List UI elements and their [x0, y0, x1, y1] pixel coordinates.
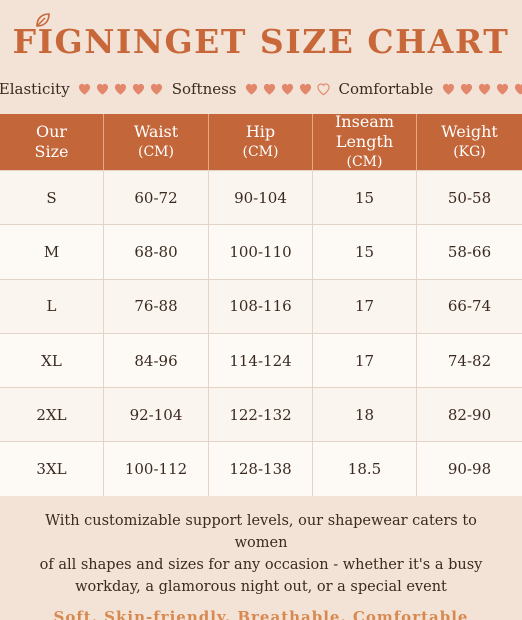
heart-filled-icon	[79, 83, 91, 95]
cell-size: 3XL	[0, 442, 104, 496]
table-row: S 60-72 90-104 15 50-58	[0, 170, 522, 225]
table-row: 3XL 100-112 128-138 18.5 90-98	[0, 441, 522, 496]
cell-inseam: 15	[313, 171, 417, 225]
cell-waist: 68-80	[104, 225, 209, 279]
cell-hip: 122-132	[209, 388, 313, 442]
heart-filled-icon	[151, 83, 163, 95]
column-header-waist: Waist (CM)	[104, 114, 209, 170]
description-line: With customizable support levels, our sh…	[45, 513, 477, 551]
heart-filled-icon	[496, 83, 508, 95]
cell-size: XL	[0, 333, 104, 388]
cell-waist: 100-112	[104, 442, 209, 496]
heart-filled-icon	[97, 83, 109, 95]
table-row: 2XL 92-104 122-132 18 82-90	[0, 387, 522, 442]
column-header-inseam: Inseam Length (CM)	[313, 112, 417, 170]
feature-ratings: Elasticity Softness Comfortable	[0, 78, 522, 100]
cell-waist: 76-88	[104, 279, 209, 333]
comfortable-rating	[439, 83, 522, 96]
cell-inseam: 18.5	[313, 442, 417, 496]
cell-size: M	[0, 225, 104, 279]
cell-weight: 58-66	[447, 242, 492, 261]
header: FIGNINGET SIZE CHART Elasticity Softness…	[0, 0, 522, 114]
cell-hip: 90-104	[209, 171, 313, 225]
cell-weight: 50-58	[447, 188, 492, 207]
brand-title: FIGNINGET SIZE CHART	[12, 22, 510, 61]
size-table: Our Size Waist (CM) Hip (CM) Inseam Leng…	[0, 112, 522, 496]
cell-weight: 82-90	[447, 405, 492, 424]
cell-waist: 60-72	[104, 171, 209, 225]
cell-size: 2XL	[0, 388, 104, 442]
cell-inseam: 15	[313, 225, 417, 279]
cell-size: L	[0, 279, 104, 333]
cell-weight: 66-74	[447, 297, 492, 316]
description: With customizable support levels, our sh…	[0, 510, 522, 598]
cell-waist: 84-96	[104, 333, 209, 388]
heart-filled-icon	[299, 83, 312, 95]
softness-rating	[243, 82, 333, 96]
cell-weight: 74-82	[447, 351, 492, 370]
cell-inseam: 17	[313, 333, 417, 388]
table-row: XL 84-96 114-124 17 74-82	[0, 332, 522, 388]
cell-hip: 108-116	[209, 279, 313, 333]
table-row: M 68-80 100-110 15 58-66	[0, 224, 522, 279]
column-header-size: Our Size	[0, 114, 104, 170]
cell-hip: 100-110	[209, 225, 313, 279]
table-header: Our Size Waist (CM) Hip (CM) Inseam Leng…	[0, 112, 522, 170]
heart-filled-icon	[281, 83, 294, 95]
heart-filled-icon	[245, 83, 258, 95]
cell-weight: 90-98	[447, 460, 492, 479]
column-header-weight: Weight (KG)	[441, 122, 498, 160]
column-header-hip: Hip (CM)	[209, 114, 313, 170]
heart-filled-icon	[514, 83, 522, 95]
cell-inseam: 18	[313, 388, 417, 442]
leaf-icon	[36, 13, 50, 27]
description-line: of all shapes and sizes for any occasion…	[39, 557, 483, 573]
cell-waist: 92-104	[104, 388, 209, 442]
cell-hip: 114-124	[209, 333, 313, 388]
tagline: Soft. Skin-friendly. Breathable. Comfort…	[53, 608, 469, 620]
feature-label-softness: Softness	[171, 80, 237, 98]
cell-inseam: 17	[313, 279, 417, 333]
description-line: workday, a glamorous night out, or a spe…	[75, 579, 447, 595]
heart-outline-icon	[317, 82, 330, 95]
cell-hip: 128-138	[209, 442, 313, 496]
feature-label-comfortable: Comfortable	[338, 80, 434, 98]
heart-filled-icon	[442, 83, 454, 95]
table-row: L 76-88 108-116 17 66-74	[0, 278, 522, 333]
heart-filled-icon	[115, 83, 127, 95]
elasticity-rating	[76, 83, 166, 96]
cell-size: S	[0, 171, 104, 225]
heart-filled-icon	[460, 83, 472, 95]
heart-filled-icon	[478, 83, 490, 95]
footer: With customizable support levels, our sh…	[0, 496, 522, 620]
heart-filled-icon	[133, 83, 145, 95]
heart-filled-icon	[263, 83, 276, 95]
feature-label-elasticity: Elasticity	[0, 80, 70, 98]
